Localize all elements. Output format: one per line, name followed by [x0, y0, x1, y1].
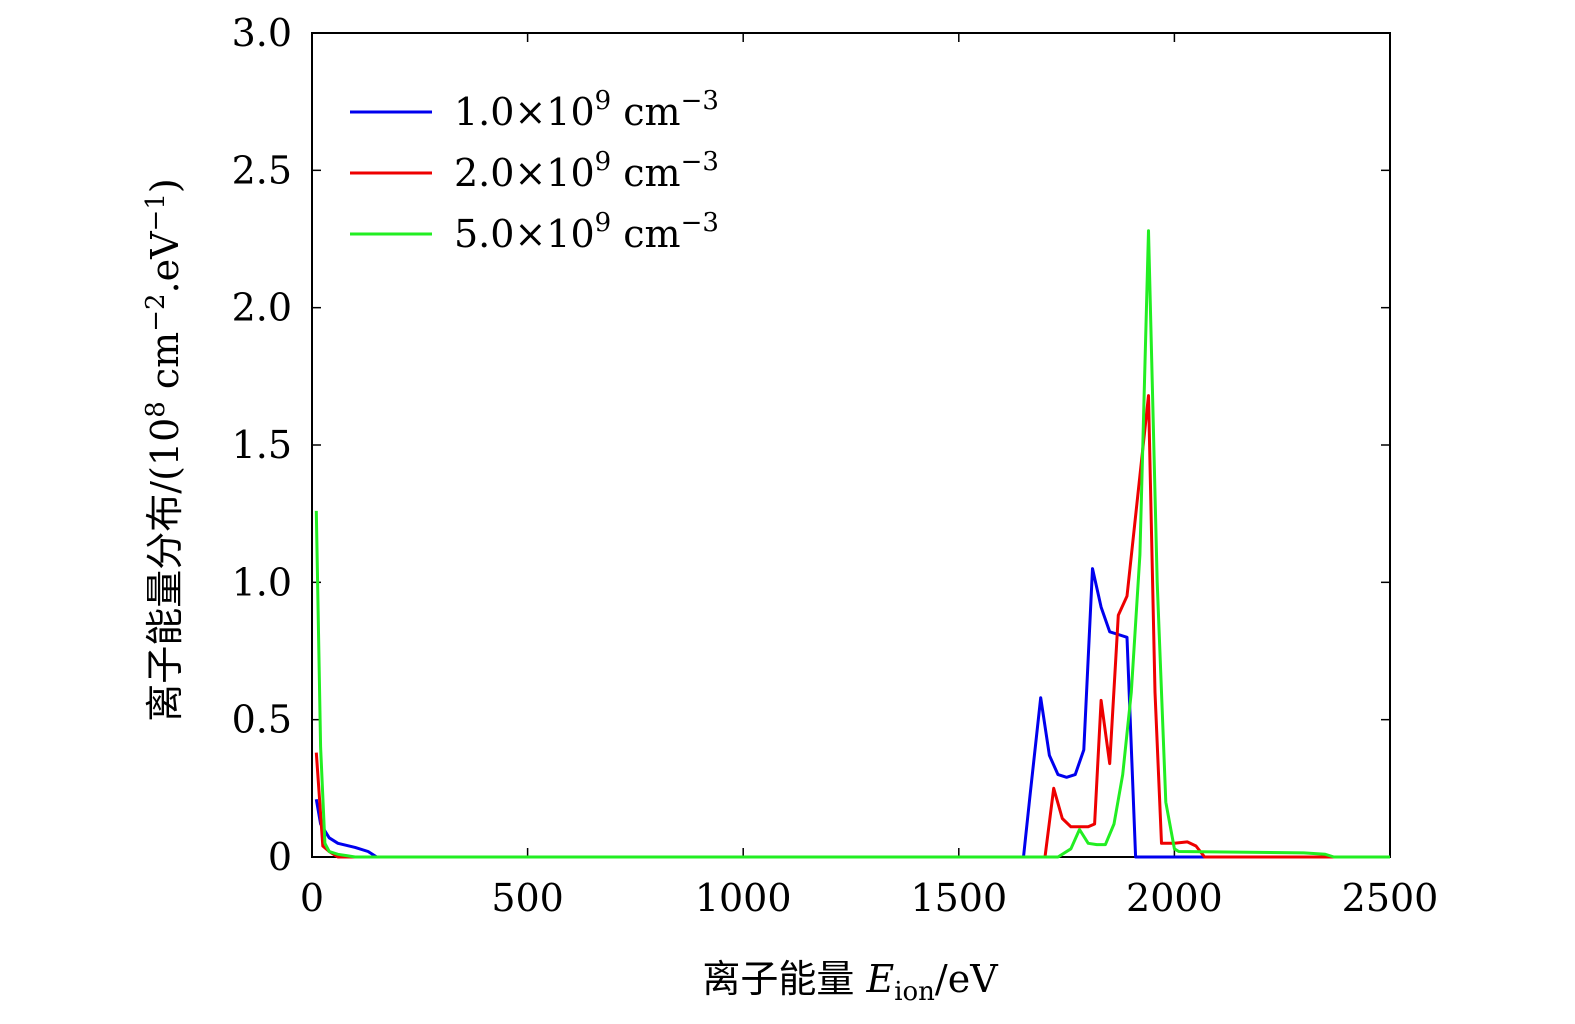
y-tick-label: 1.5	[232, 423, 292, 467]
x-axis-title: 离子能量 Eion/eV	[702, 957, 998, 1007]
series-line-2	[314, 394, 1390, 859]
x-tick-label: 1500	[910, 876, 1007, 920]
series-line-1	[314, 567, 1390, 859]
x-tick-label: 1000	[695, 876, 792, 920]
tick-marks	[311, 32, 1391, 858]
y-tick-label: 2.0	[232, 286, 292, 330]
tick-labels: 0 500 1000 1500 2000 2500 0 0.5 1.0 1.5 2.0 2.5 3.0	[232, 11, 1439, 920]
series-lines	[314, 229, 1390, 859]
y-tick-label: 1.0	[232, 560, 292, 604]
x-tick-label: 2000	[1126, 876, 1223, 920]
x-tick-label: 0	[300, 876, 324, 920]
y-axis-title: 离子能量分布/(108 cm−2.eV−1)	[141, 178, 187, 721]
legend-label-2: 2.0×109 cm−3	[454, 147, 719, 195]
x-tick-label: 500	[491, 876, 564, 920]
legend: 1.0×109 cm−3 2.0×109 cm−3 5.0×109 cm−3	[350, 86, 719, 256]
y-tick-label: 0	[268, 835, 292, 879]
series-line-3	[314, 229, 1390, 859]
x-tick-label: 2500	[1342, 876, 1439, 920]
y-tick-label: 0.5	[232, 698, 292, 742]
y-tick-label: 2.5	[232, 148, 292, 192]
y-tick-label: 3.0	[232, 11, 292, 55]
legend-label-3: 5.0×109 cm−3	[454, 208, 719, 256]
legend-label-1: 1.0×109 cm−3	[454, 86, 719, 134]
